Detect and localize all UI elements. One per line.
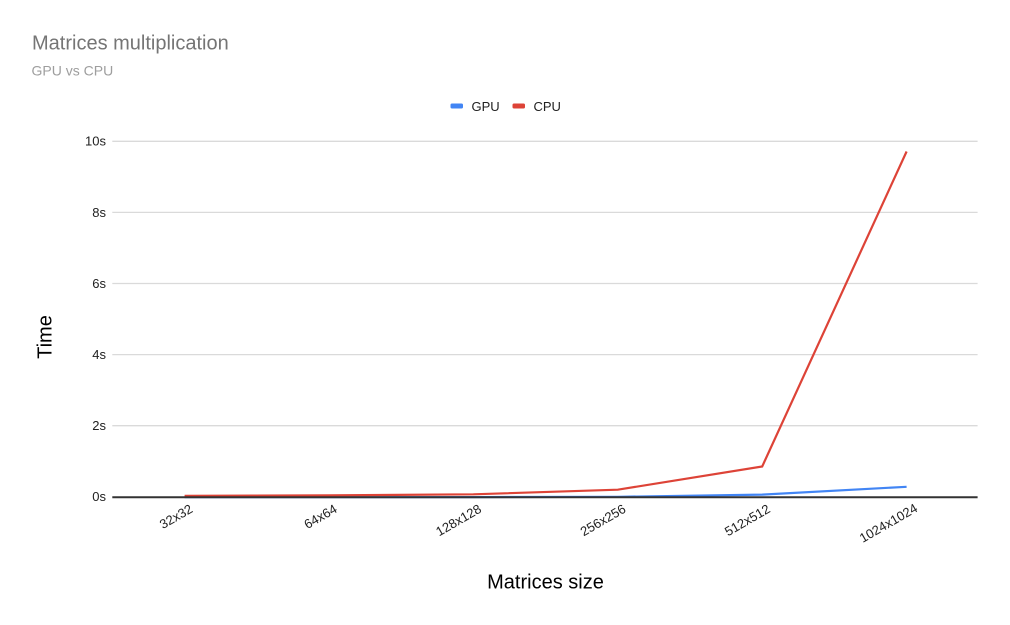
svg-text:GPU vs CPU: GPU vs CPU [32, 63, 114, 79]
svg-text:0s: 0s [92, 489, 106, 504]
svg-text:Matrices size: Matrices size [487, 572, 604, 594]
svg-text:GPU: GPU [472, 99, 500, 114]
svg-text:Matrices multiplication: Matrices multiplication [32, 33, 229, 55]
svg-text:6s: 6s [92, 276, 106, 291]
svg-text:Time: Time [35, 315, 57, 359]
svg-text:CPU: CPU [534, 99, 561, 114]
svg-text:8s: 8s [92, 205, 106, 220]
svg-text:4s: 4s [92, 347, 106, 362]
svg-text:10s: 10s [85, 134, 106, 149]
svg-text:2s: 2s [92, 418, 106, 433]
